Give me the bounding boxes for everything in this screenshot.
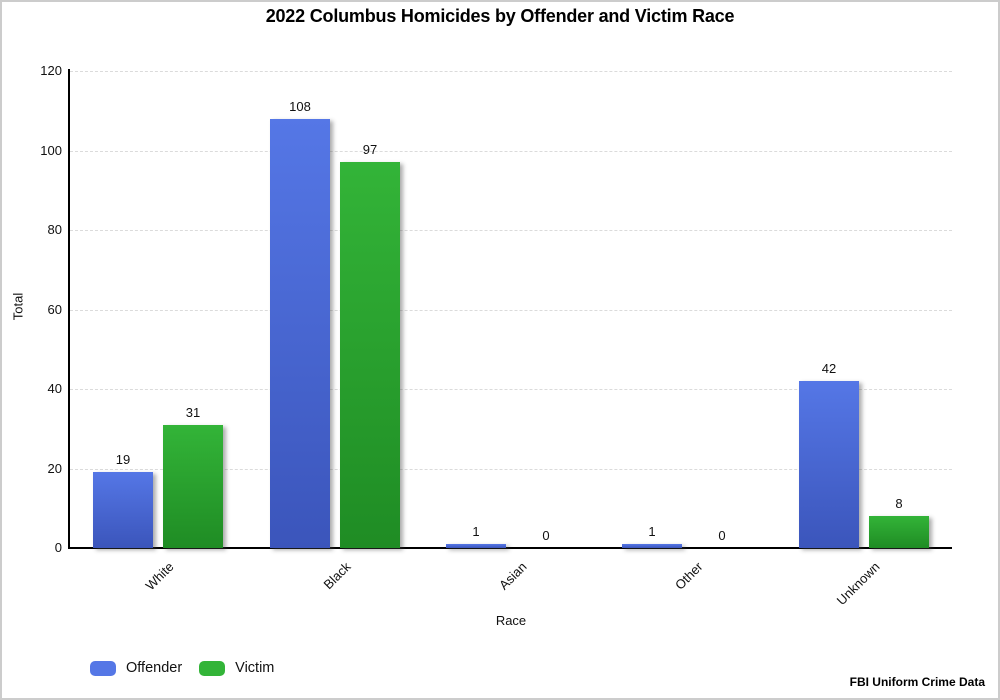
bar-value-label-victim-black: 97 <box>362 142 378 157</box>
source-note: FBI Uniform Crime Data <box>849 675 985 689</box>
gridline-100 <box>70 151 952 152</box>
x-tick-label-white: White <box>142 559 177 594</box>
legend: Offender Victim <box>90 660 274 676</box>
gridline-40 <box>70 389 952 390</box>
x-tick-label-other: Other <box>672 559 706 593</box>
y-tick-label-60: 60 <box>47 302 62 317</box>
bar-offender-black <box>270 119 330 548</box>
bar-value-label-victim-white: 31 <box>185 405 201 420</box>
bar-victim-white <box>163 425 223 548</box>
x-axis-title: Race <box>495 613 527 628</box>
legend-item-offender: Offender <box>90 660 182 676</box>
gridline-120 <box>70 71 952 72</box>
legend-item-victim: Victim <box>199 660 274 676</box>
offender-swatch-icon <box>90 660 116 676</box>
gridline-80 <box>70 230 952 231</box>
y-tick-label-20: 20 <box>47 461 62 476</box>
bar-value-label-victim-unknown: 8 <box>895 496 903 511</box>
legend-label-victim: Victim <box>235 660 275 676</box>
x-tick-label-asian: Asian <box>495 559 530 593</box>
chart-title: 2022 Columbus Homicides by Offender and … <box>265 6 735 26</box>
bar-value-label-victim-asian: 0 <box>542 528 550 543</box>
x-axis-line <box>68 547 952 549</box>
bar-value-label-offender-other: 1 <box>648 524 656 539</box>
x-tick-label-unknown: Unknown <box>833 559 883 608</box>
gridline-60 <box>70 310 952 311</box>
y-axis-line <box>68 69 70 548</box>
y-tick-label-120: 120 <box>40 63 62 78</box>
bar-value-label-offender-unknown: 42 <box>821 361 837 376</box>
bar-value-label-victim-other: 0 <box>718 528 726 543</box>
victim-swatch-icon <box>199 660 226 676</box>
bar-offender-unknown <box>799 381 859 548</box>
bar-value-label-offender-white: 19 <box>115 452 131 467</box>
x-tick-label-black: Black <box>320 559 354 593</box>
bar-value-label-offender-asian: 1 <box>472 524 480 539</box>
y-tick-label-0: 0 <box>54 540 62 555</box>
y-tick-label-40: 40 <box>47 381 62 396</box>
y-tick-label-100: 100 <box>40 143 62 158</box>
y-tick-label-80: 80 <box>47 222 62 237</box>
bar-offender-other <box>622 544 682 548</box>
bar-value-label-offender-black: 108 <box>289 99 311 114</box>
bar-victim-black <box>340 162 400 548</box>
legend-label-offender: Offender <box>126 660 183 676</box>
gridline-20 <box>70 469 952 470</box>
bar-victim-unknown <box>869 516 929 548</box>
bar-offender-asian <box>446 544 506 548</box>
bar-offender-white <box>93 472 153 548</box>
